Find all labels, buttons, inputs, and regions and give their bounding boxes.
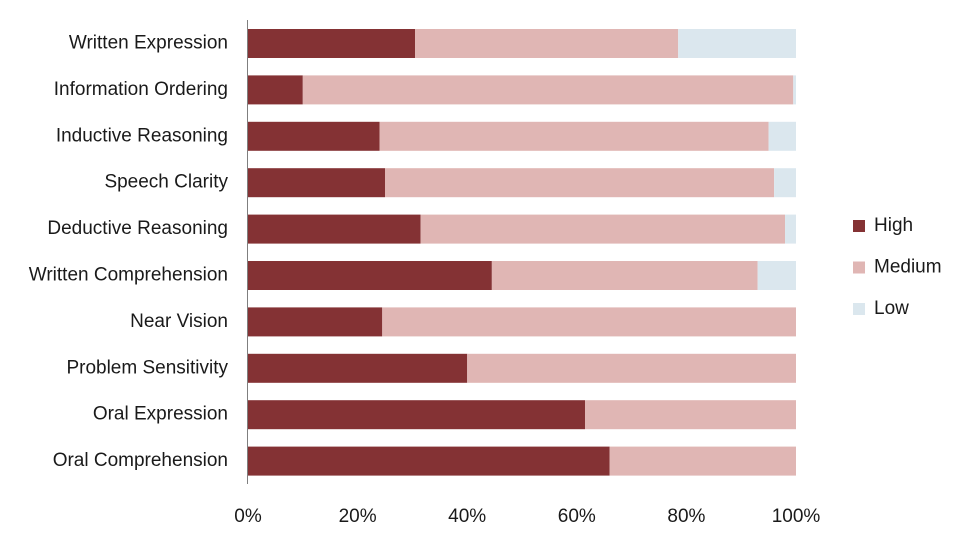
x-axis-ticks: 0% 20% 40% 60% 80% 100%	[234, 506, 820, 527]
category-label: Speech Clarity	[104, 172, 228, 193]
bar-segment-medium	[585, 400, 796, 430]
category-label: Written Comprehension	[29, 265, 228, 286]
bar-segment-low	[757, 261, 796, 290]
bar-segment-medium	[385, 168, 775, 198]
x-tick-label: 60%	[558, 506, 596, 527]
legend-swatch-low	[853, 303, 865, 315]
x-tick-label: 40%	[448, 506, 486, 527]
bar-segment-high	[248, 75, 303, 105]
x-tick-label: 20%	[339, 506, 377, 527]
category-labels: Written Expression Information Ordering In…	[29, 33, 229, 472]
bar-segment-medium	[609, 446, 796, 476]
bar-segment-high	[248, 168, 385, 198]
x-tick-label: 100%	[772, 506, 821, 527]
bar-segment-low	[774, 168, 796, 198]
x-tick-label: 80%	[667, 506, 705, 527]
bar-segment-high	[248, 29, 416, 58]
category-label: Deductive Reasoning	[47, 218, 228, 239]
bar-segment-medium	[379, 121, 769, 151]
category-label: Inductive Reasoning	[56, 125, 228, 146]
bar-segment-medium	[382, 307, 796, 337]
category-label: Oral Expression	[93, 404, 228, 425]
category-label: Problem Sensitivity	[66, 357, 228, 378]
legend-swatch-high	[853, 220, 865, 232]
bars-group	[248, 29, 796, 476]
legend-label-medium: Medium	[874, 257, 942, 278]
legend-label-low: Low	[874, 298, 909, 319]
bar-segment-high	[248, 400, 586, 430]
legend: High Medium Low	[853, 215, 942, 319]
bar-segment-low	[678, 29, 796, 58]
bar-segment-high	[248, 353, 468, 383]
legend-label-high: High	[874, 215, 913, 236]
bar-segment-low	[793, 75, 796, 105]
bar-segment-high	[248, 121, 380, 151]
bar-segment-high	[248, 261, 492, 290]
category-label: Near Vision	[130, 311, 228, 332]
bar-segment-medium	[467, 353, 796, 383]
bar-segment-high	[248, 446, 610, 476]
category-label: Information Ordering	[54, 79, 228, 100]
legend-swatch-medium	[853, 261, 865, 274]
bar-segment-high	[248, 307, 383, 337]
bar-segment-medium	[302, 75, 794, 105]
bar-segment-high	[248, 214, 421, 244]
bar-segment-medium	[491, 261, 758, 290]
category-label: Written Expression	[69, 33, 228, 54]
x-tick-label: 0%	[234, 506, 262, 527]
category-label: Oral Comprehension	[53, 450, 228, 471]
bar-segment-medium	[420, 214, 786, 244]
bar-segment-low	[785, 214, 796, 244]
bar-segment-medium	[415, 29, 679, 58]
bar-segment-low	[768, 121, 796, 151]
